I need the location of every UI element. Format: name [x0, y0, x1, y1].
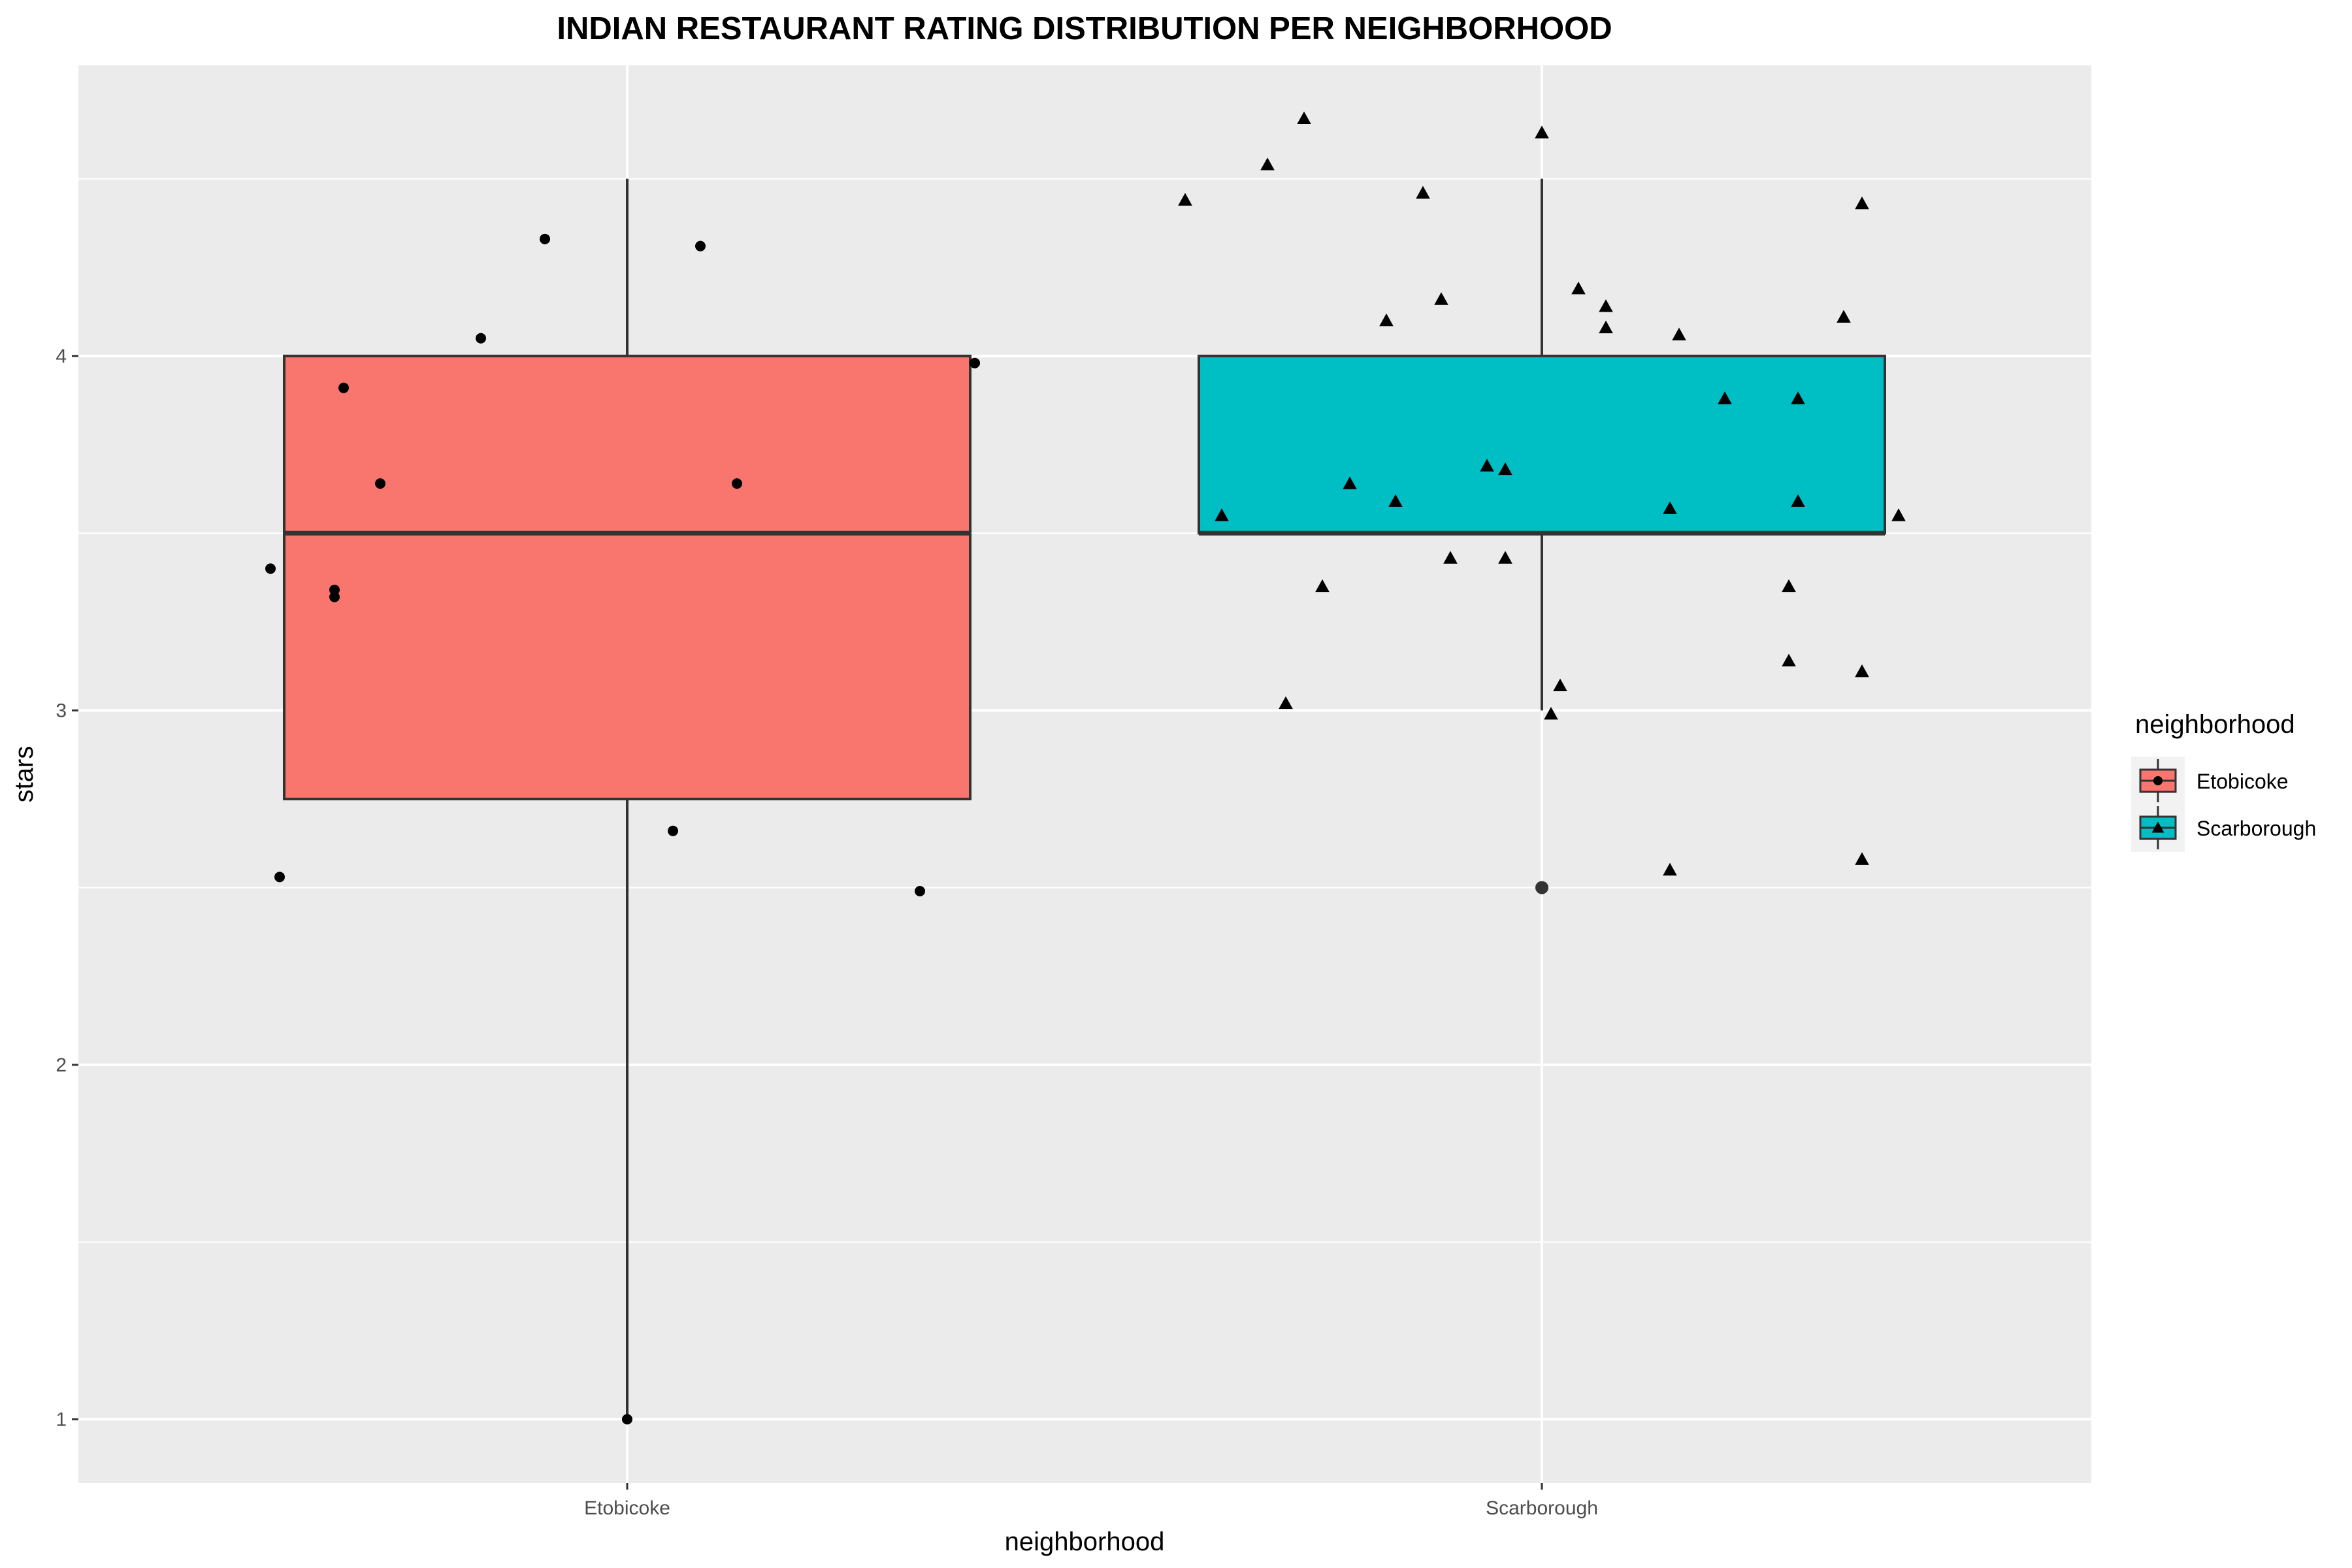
legend-item-etobicoke: Etobicoke: [2131, 757, 2289, 805]
box-scarborough: [1198, 354, 1886, 535]
data-point-scarborough: [1782, 653, 1796, 667]
legend-label: Scarborough: [2197, 817, 2316, 840]
x-axis-title: neighborhood: [1005, 1527, 1165, 1556]
data-point-scarborough: [1544, 706, 1558, 720]
data-point-scarborough: [1663, 862, 1677, 876]
data-point-scarborough: [1855, 852, 1869, 865]
data-point-etobicoke: [375, 478, 385, 489]
data-point-scarborough: [1178, 193, 1192, 206]
legend-title: neighborhood: [2135, 710, 2295, 739]
data-point-scarborough: [1553, 678, 1567, 692]
boxes: [283, 178, 1886, 1420]
data-point-scarborough: [1315, 579, 1330, 593]
data-point-scarborough: [1443, 551, 1458, 564]
data-point-scarborough: [1434, 292, 1448, 305]
data-point-etobicoke: [695, 240, 706, 252]
data-point-scarborough: [1279, 696, 1293, 710]
legend-items: Etobicoke Scarborough: [2131, 757, 2316, 852]
data-point-scarborough: [1891, 508, 1906, 521]
legend: neighborhood Etobicoke Scarborough: [2131, 710, 2316, 852]
data-point-etobicoke: [274, 872, 285, 883]
data-point-etobicoke: [970, 357, 980, 368]
legend-key-marker: [2153, 776, 2163, 785]
box-etobicoke: [283, 354, 972, 800]
data-point-etobicoke: [329, 591, 340, 602]
y-axis-title: stars: [10, 746, 39, 803]
data-point-etobicoke: [668, 825, 678, 836]
data-point-scarborough: [1416, 186, 1430, 199]
chart-title: INDIAN RESTAURANT RATING DISTRIBUTION PE…: [557, 11, 1612, 46]
data-point-scarborough: [1672, 327, 1686, 340]
y-tick-label: 4: [56, 346, 67, 367]
data-point-scarborough: [1837, 310, 1851, 323]
outlier-point: [1535, 881, 1548, 894]
data-point-scarborough: [1791, 494, 1805, 507]
y-tick-label: 2: [56, 1054, 67, 1076]
data-point-scarborough: [1855, 196, 1869, 210]
data-point-scarborough: [1663, 501, 1677, 514]
data-point-scarborough: [1855, 664, 1869, 678]
data-point-scarborough: [1599, 299, 1613, 312]
legend-key-marker: [2151, 821, 2164, 833]
data-point-scarborough: [1782, 579, 1796, 593]
x-tick-label: Scarborough: [1486, 1497, 1598, 1519]
data-point-scarborough: [1791, 391, 1805, 404]
legend-label: Etobicoke: [2197, 770, 2289, 793]
data-point-etobicoke: [265, 563, 276, 574]
data-point-scarborough: [1388, 494, 1403, 507]
axes: 1 2 3 4 Etobicoke Scarborough: [56, 346, 1598, 1519]
data-point-scarborough: [1498, 462, 1512, 476]
data-point-scarborough: [1343, 476, 1357, 489]
y-tick-label: 3: [56, 700, 67, 721]
data-point-scarborough: [1480, 459, 1494, 472]
data-points: [265, 111, 1906, 1425]
y-tick-label: 1: [56, 1409, 67, 1430]
data-point-scarborough: [1718, 391, 1732, 404]
x-tick-label: Etobicoke: [584, 1497, 670, 1519]
data-point-scarborough: [1599, 320, 1613, 334]
data-point-scarborough: [1535, 125, 1549, 139]
data-point-scarborough: [1215, 508, 1229, 521]
legend-item-scarborough: Scarborough: [2131, 804, 2316, 852]
data-point-etobicoke: [338, 382, 349, 393]
data-point-etobicoke: [622, 1414, 632, 1425]
data-point-scarborough: [1297, 111, 1311, 125]
data-point-scarborough: [1498, 551, 1512, 564]
data-point-etobicoke: [476, 333, 486, 344]
data-point-etobicoke: [915, 886, 925, 897]
data-point-scarborough: [1571, 281, 1586, 295]
data-point-scarborough: [1260, 157, 1275, 171]
data-point-scarborough: [1379, 313, 1394, 327]
data-point-etobicoke: [540, 233, 550, 244]
data-point-etobicoke: [732, 478, 742, 489]
